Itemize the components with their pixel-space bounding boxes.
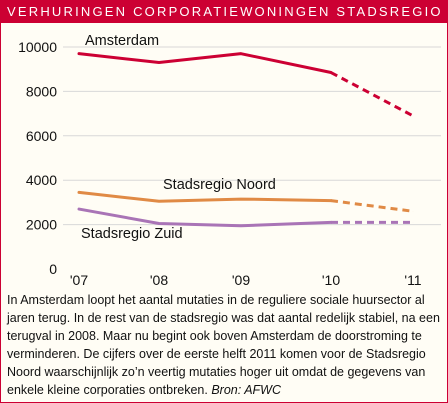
caption-text: In Amsterdam loopt het aantal mutaties i… (7, 293, 440, 397)
x-tick-label: '07 (70, 272, 88, 288)
x-tick-label: '09 (232, 272, 250, 288)
y-tick-label: 0 (49, 261, 57, 277)
series-line-dashed (330, 199, 414, 213)
x-tick-label: '10 (322, 272, 340, 288)
series-label: Amsterdam (85, 33, 159, 49)
source-note: Bron: AFWC (211, 383, 281, 397)
y-tick-label: 10000 (18, 39, 57, 55)
y-tick-label: 6000 (26, 128, 57, 144)
series-line-solid (77, 207, 333, 228)
x-tick-label: '08 (150, 272, 168, 288)
chart-title: VERHURINGEN CORPORATIEWONINGEN STADSREGI… (7, 4, 443, 19)
y-tick-label: 4000 (26, 172, 57, 188)
y-tick-label: 2000 (26, 217, 57, 233)
series-line-dashed (330, 71, 414, 118)
series-line-solid (77, 190, 333, 203)
chart-caption: In Amsterdam loopt het aantal mutaties i… (7, 291, 441, 399)
chart-header: VERHURINGEN CORPORATIEWONINGEN STADSREGI… (1, 1, 447, 23)
x-tick-label: '11 (404, 272, 421, 288)
y-tick-label: 8000 (26, 83, 57, 99)
series-label: Stadsregio Zuid (81, 226, 183, 242)
line-chart: 0 2000 4000 6000 8000 10000 '07 '08 '09 '10 '11 Ams… (18, 33, 441, 288)
series-label: Stadsregio Noord (163, 177, 276, 193)
series-line-solid (77, 52, 333, 75)
